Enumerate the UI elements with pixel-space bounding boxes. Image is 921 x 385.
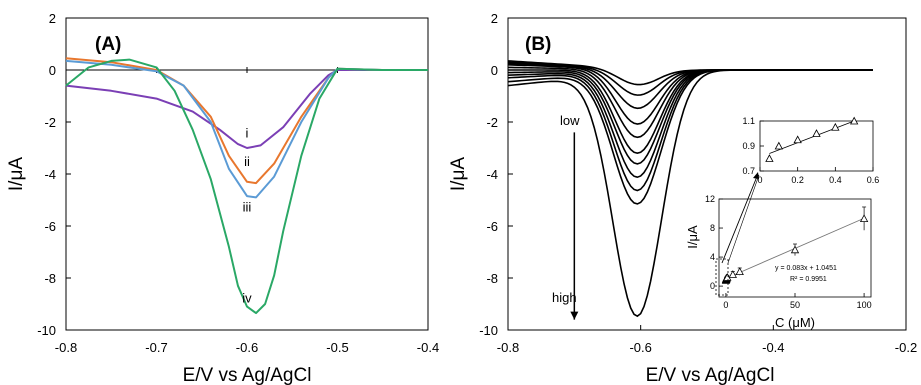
zoom-y-tick-label: 1.1	[742, 116, 755, 126]
calibration-data-point	[723, 273, 732, 281]
panel-b-y-tick-label: 0	[491, 63, 498, 78]
panel-a-x-axis-label: E/V vs Ag/AgCl	[183, 365, 312, 385]
panel-b-label: (B)	[525, 34, 551, 55]
calibration-data-point	[790, 245, 800, 254]
zoom-data-point	[849, 116, 859, 125]
zoom-connector-line	[727, 174, 760, 264]
zoom-inset: 0.7 0.9 1.1 0 0.2 0.4 0.6	[742, 116, 879, 185]
fit-r-squared: R² = 0.9951	[790, 276, 827, 283]
calibration-x-tick-label: 0	[723, 300, 728, 310]
panel-a-x-tick-label: -0.8	[55, 340, 77, 355]
high-annotation: high	[552, 290, 577, 305]
panel-a-y-tick-label: -6	[44, 219, 56, 234]
panel-a-y-tick-label: 0	[49, 63, 56, 78]
panel-b-x-tick-label: -0.4	[762, 340, 784, 355]
calibration-y-tick-label: 12	[705, 194, 715, 204]
calibration-y-tick-label: 8	[710, 223, 715, 233]
calibration-data-point	[728, 270, 737, 278]
panel-a-plot-area	[65, 17, 429, 331]
panel-a-y-tick-label: -10	[37, 323, 56, 338]
zoom-fit-line	[769, 120, 855, 154]
panel-b-y-tick-label: -10	[479, 323, 498, 338]
panel-a-y-tick-label: -8	[44, 271, 56, 286]
low-annotation: low	[560, 113, 580, 128]
zoom-x-tick-label: 0	[757, 175, 762, 185]
panel-a-curve-label-i: i	[246, 126, 249, 141]
panel-b-y-axis-label: I/μA	[448, 157, 469, 192]
panel-a-y-tick-label: 2	[49, 11, 56, 26]
panel-a-curve-label-iii: iii	[243, 200, 252, 215]
panel-a-curve-label-ii: ii	[244, 154, 250, 169]
zoom-data-point	[765, 154, 774, 162]
zoom-data-point	[812, 129, 821, 137]
fit-equation: y = 0.083x + 1.0451	[775, 265, 837, 272]
calibration-data-point	[735, 267, 744, 275]
panel-b-x-axis-label: E/V vs Ag/AgCl	[646, 365, 775, 385]
zoom-x-tick-label: 0.6	[867, 175, 880, 185]
calibration-inset: 0 4 8 12 0 50 100 y = 0.083x + 1.0451 R² = 0.…	[685, 194, 872, 330]
panel-a-y-tick-label: -4	[44, 167, 56, 182]
panel-b-x-tick-label: -0.6	[629, 340, 651, 355]
calibration-y-axis-label: I/μA	[685, 225, 700, 249]
panel-b-voltammogram	[507, 69, 873, 318]
zoom-data-point	[774, 141, 784, 150]
panel-a-y-tick-label: -2	[44, 115, 56, 130]
panel-a-x-tick-label: -0.6	[236, 340, 258, 355]
panel-b-y-tick-label: -6	[486, 219, 498, 234]
zoom-x-tick-label: 0.4	[829, 175, 842, 185]
concentration-arrowhead	[570, 311, 579, 320]
panel-b-y-tick-label: -8	[486, 271, 498, 286]
zoom-x-tick-label: 0.2	[791, 175, 804, 185]
panel-b-chart: 2 0 -2 -4 -6 -8 -10 -0.8 -0.6 -0.4 -0.2 (B) E/V v…	[448, 11, 917, 385]
calibration-y-tick-label: 0	[710, 281, 715, 291]
calibration-x-tick-label: 50	[790, 300, 800, 310]
calibration-y-tick-label: 4	[710, 252, 715, 262]
zoom-data-point	[793, 135, 802, 144]
panel-a-series-iv	[65, 58, 428, 315]
panel-a-label: (A)	[95, 34, 121, 55]
panel-b-y-tick-label: -4	[486, 167, 498, 182]
panel-b-x-tick-label: -0.8	[497, 340, 519, 355]
calibration-data-point	[859, 214, 869, 223]
zoom-y-tick-label: 0.7	[742, 166, 755, 176]
panel-b-y-tick-label: 2	[491, 11, 498, 26]
calibration-x-tick-label: 100	[857, 300, 872, 310]
panel-a-x-tick-label: -0.5	[326, 340, 348, 355]
zoom-y-tick-label: 0.9	[742, 141, 755, 151]
calibration-x-axis-label: C (μM)	[775, 315, 815, 330]
panel-a-x-tick-label: -0.4	[417, 340, 439, 355]
panel-a-y-axis-label: I/μA	[6, 157, 27, 192]
zoom-data-point	[831, 122, 840, 131]
panel-b-y-tick-label: -2	[486, 115, 498, 130]
panel-b-x-tick-label: -0.2	[895, 340, 917, 355]
zoom-connector-arrowhead	[753, 172, 759, 179]
panel-a-x-tick-label: -0.7	[145, 340, 167, 355]
zoom-region-box	[715, 258, 729, 296]
panel-a-chart: 20-2-4-6-8-10 -0.8 -0.7 -0.6 -0.5 -0.4 iiiii…	[6, 11, 439, 385]
zoom-connector-arrow	[721, 173, 759, 264]
panel-a-curve-label-iv: iv	[242, 291, 252, 306]
